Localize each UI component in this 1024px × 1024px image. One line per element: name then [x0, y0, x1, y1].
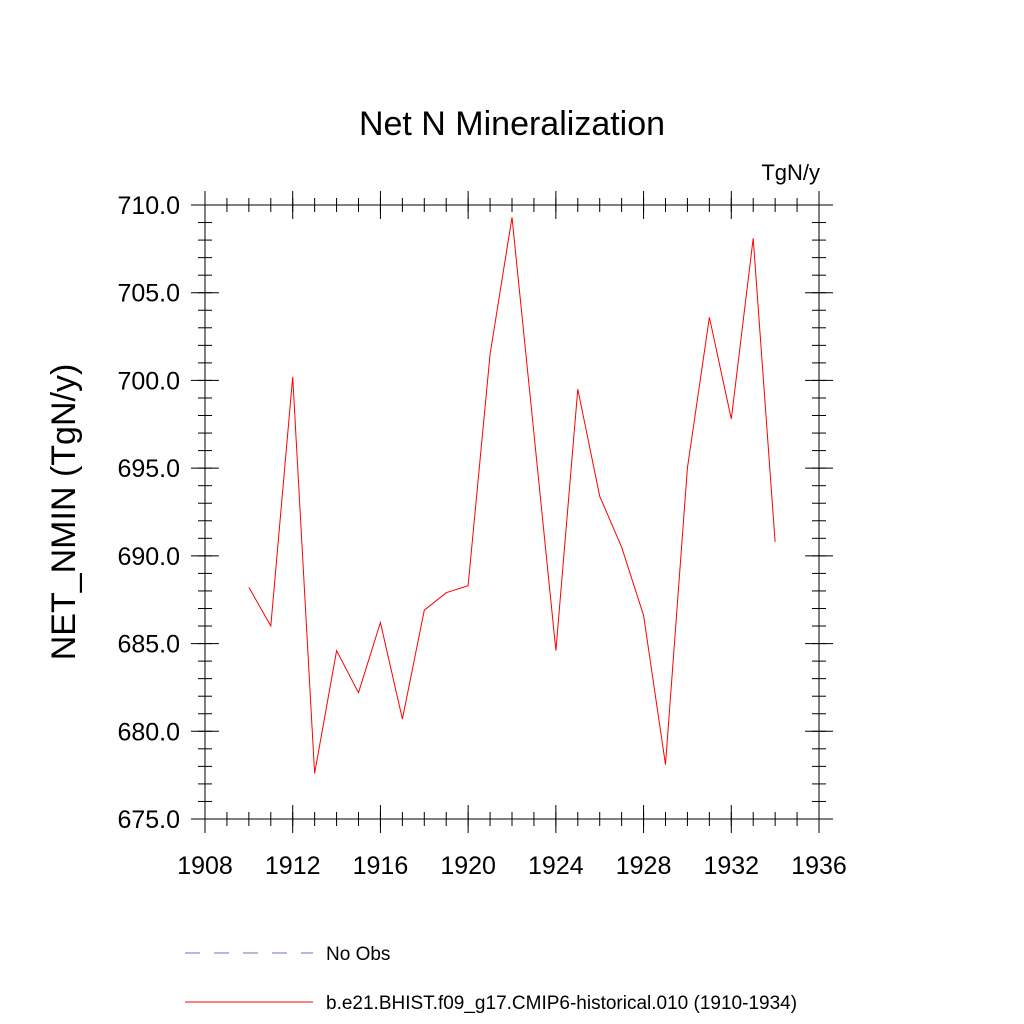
y-tick-label: 700.0 [117, 367, 180, 395]
x-tick-label: 1916 [353, 852, 409, 880]
chart-title: Net N Mineralization [359, 105, 665, 143]
axis-ticks [191, 191, 833, 833]
series-layer [248, 217, 776, 774]
x-tick-label: 1928 [616, 852, 672, 880]
y-tick-label: 675.0 [117, 806, 180, 834]
y-tick-label: 710.0 [117, 192, 180, 220]
x-tick-label: 1912 [265, 852, 321, 880]
x-tick-label: 1932 [703, 852, 759, 880]
units-label: TgN/y [761, 160, 820, 185]
y-axis-label: NET_NMIN (TgN/y) [45, 364, 83, 661]
x-tick-label: 1908 [177, 852, 233, 880]
y-tick-label: 695.0 [117, 455, 180, 483]
x-tick-label: 1920 [440, 852, 496, 880]
legend: No Obs b.e21.BHIST.f09_g17.CMIP6-historic… [185, 944, 797, 1014]
y-tick-label: 685.0 [117, 631, 180, 659]
series-line [248, 217, 776, 774]
plot-frame [204, 204, 820, 820]
legend-label: No Obs [326, 944, 390, 965]
axis-tick-labels: 1908 1912 1916 1920 1924 1928 1932 1936 675.0 680… [117, 192, 846, 880]
legend-label: b.e21.BHIST.f09_g17.CMIP6-historical.010… [326, 993, 797, 1014]
x-tick-label: 1936 [791, 852, 847, 880]
y-tick-label: 705.0 [117, 280, 180, 308]
x-tick-label: 1924 [528, 852, 584, 880]
y-tick-label: 690.0 [117, 543, 180, 571]
y-tick-label: 680.0 [117, 718, 180, 746]
